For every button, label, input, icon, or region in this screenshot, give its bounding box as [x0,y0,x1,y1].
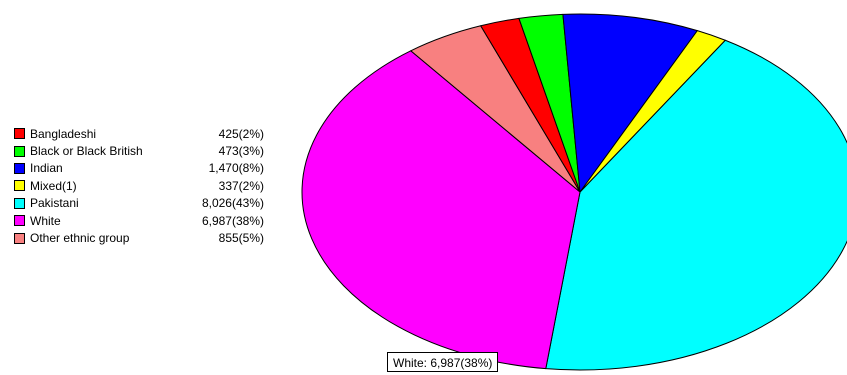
legend: Bangladeshi 425(2%) Black or Black British… [14,125,264,247]
legend-label: Black or Black British [30,144,143,159]
legend-swatch [14,162,25,174]
legend-swatch [14,145,25,157]
legend-swatch [14,128,25,140]
legend-label: Bangladeshi [30,126,97,141]
legend-value: 8,026(43%) [201,196,264,211]
legend-item-black-or-black-british: Black or Black British 473(3%) [14,142,264,159]
legend-label: Mixed(1) [30,178,77,193]
legend-item-other-ethnic-group: Other ethnic group 855(5%) [14,229,264,246]
legend-swatch [14,215,25,227]
legend-label: Other ethnic group [30,231,130,246]
legend-label: White [30,213,61,228]
legend-item-indian: Indian 1,470(8%) [14,160,264,177]
legend-swatch [14,180,25,192]
legend-item-bangladeshi: Bangladeshi 425(2%) [14,125,264,142]
pie-slice-mixed-1[interactable] [579,30,726,193]
legend-label: Indian [30,161,63,176]
legend-value: 473(3%) [218,144,264,159]
legend-value: 6,987(38%) [201,213,264,228]
pie-slice-indian[interactable] [562,13,698,193]
legend-item-mixed-1: Mixed(1) 337(2%) [14,177,264,194]
legend-item-pakistani: Pakistani 8,026(43%) [14,195,264,212]
tooltip: White: 6,987(38%) [387,352,499,372]
legend-swatch [14,232,25,244]
pie-slice-pakistani[interactable] [545,39,847,371]
legend-item-white: White 6,987(38%) [14,212,264,229]
legend-value: 425(2%) [218,126,264,141]
legend-value: 855(5%) [218,231,264,246]
legend-label: Pakistani [30,196,79,211]
legend-swatch [14,197,25,209]
legend-value: 1,470(8%) [208,161,264,176]
legend-value: 337(2%) [218,178,264,193]
